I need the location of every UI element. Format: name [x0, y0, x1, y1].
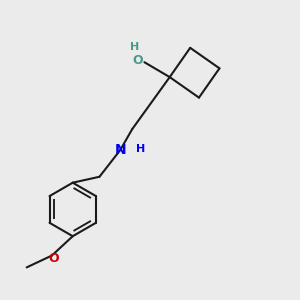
Text: H: H	[136, 143, 146, 154]
Text: O: O	[48, 252, 59, 265]
Text: O: O	[133, 54, 143, 67]
Text: H: H	[130, 42, 139, 52]
Text: N: N	[115, 143, 126, 157]
